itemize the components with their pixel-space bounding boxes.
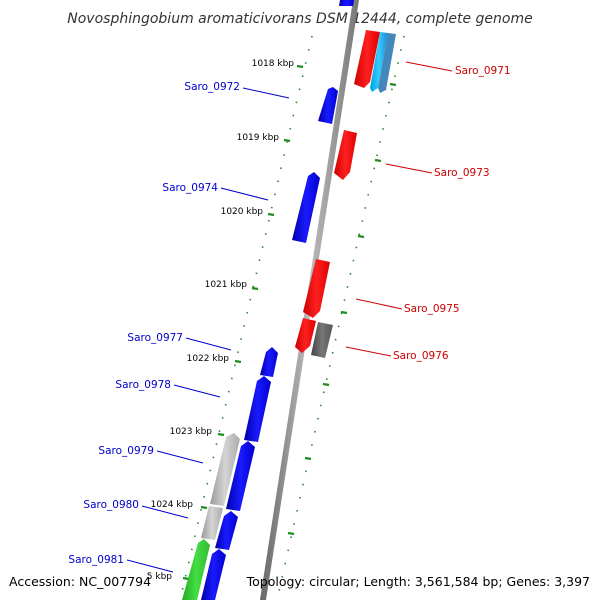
ruler-label-5kbp: 5 kbp (147, 572, 173, 582)
gene-saro-0974[interactable] (292, 172, 320, 243)
topology-text: Topology: circular; Length: 3,561,584 bp… (246, 574, 590, 589)
gene-label-saro-0976[interactable]: Saro_0976 (393, 350, 449, 362)
minus-track-dotted-line (276, 35, 405, 600)
gene-saro-0973[interactable] (334, 130, 357, 180)
gene-label-saro-0975[interactable]: Saro_0975 (404, 303, 460, 315)
genome-title: Novosphingobium aromaticivorans DSM 1244… (67, 11, 532, 27)
gene-saro-0980-blue[interactable] (215, 511, 238, 550)
gene-label-saro-0981[interactable]: Saro_0981 (68, 554, 124, 566)
ruler-label-1022: 1022 kbp (187, 354, 230, 364)
gene-saro-0979-grey[interactable] (210, 433, 240, 506)
gene-saro-0979-blue[interactable] (226, 441, 255, 511)
gene-label-saro-0977[interactable]: Saro_0977 (127, 332, 183, 344)
gene-saro-0981-blue[interactable] (201, 549, 226, 600)
gene-label-saro-0980[interactable]: Saro_0980 (83, 499, 139, 511)
gene-saro-0976-grey[interactable] (311, 322, 333, 358)
gene-label-saro-0978[interactable]: Saro_0978 (115, 379, 171, 391)
ruler-label-1021: 1021 kbp (205, 280, 248, 290)
gene-label-saro-0971[interactable]: Saro_0971 (455, 65, 511, 77)
ruler-label-1018: 1018 kbp (252, 59, 295, 69)
gene-label-saro-0973[interactable]: Saro_0973 (434, 167, 490, 179)
ruler-dotted-line (179, 35, 313, 600)
minus-strand-genes (295, 30, 396, 358)
label-connectors-plus (126, 87, 290, 573)
ruler-label-1023: 1023 kbp (170, 427, 213, 437)
gene-saro-0971-cyan[interactable] (370, 32, 388, 92)
gene-label-saro-0979[interactable]: Saro_0979 (98, 445, 154, 457)
accession-text: Accession: NC_007794 (9, 574, 151, 589)
gene-saro-0971-cyan2[interactable] (378, 33, 396, 93)
ruler-label-1024: 1024 kbp (151, 500, 194, 510)
gene-top-partial[interactable] (339, 0, 354, 6)
label-connectors-minus (345, 61, 453, 357)
plus-strand-genes (182, 0, 354, 600)
gene-saro-0978[interactable] (244, 376, 271, 442)
gene-saro-0981-green[interactable] (182, 539, 210, 600)
gene-label-saro-0974[interactable]: Saro_0974 (162, 182, 218, 194)
gene-saro-0976-red[interactable] (295, 318, 316, 353)
gene-saro-0977[interactable] (260, 347, 278, 377)
gene-saro-0972[interactable] (318, 87, 338, 124)
ruler-label-1019: 1019 kbp (237, 133, 280, 143)
ruler-ticks (182, 64, 304, 581)
gene-label-saro-0972[interactable]: Saro_0972 (184, 81, 240, 93)
gene-saro-0980-grey[interactable] (201, 506, 223, 540)
gene-saro-0975[interactable] (303, 259, 330, 318)
ruler-label-1020: 1020 kbp (221, 207, 264, 217)
minus-track-ticks (287, 82, 397, 536)
gene-saro-0971[interactable] (354, 30, 380, 88)
